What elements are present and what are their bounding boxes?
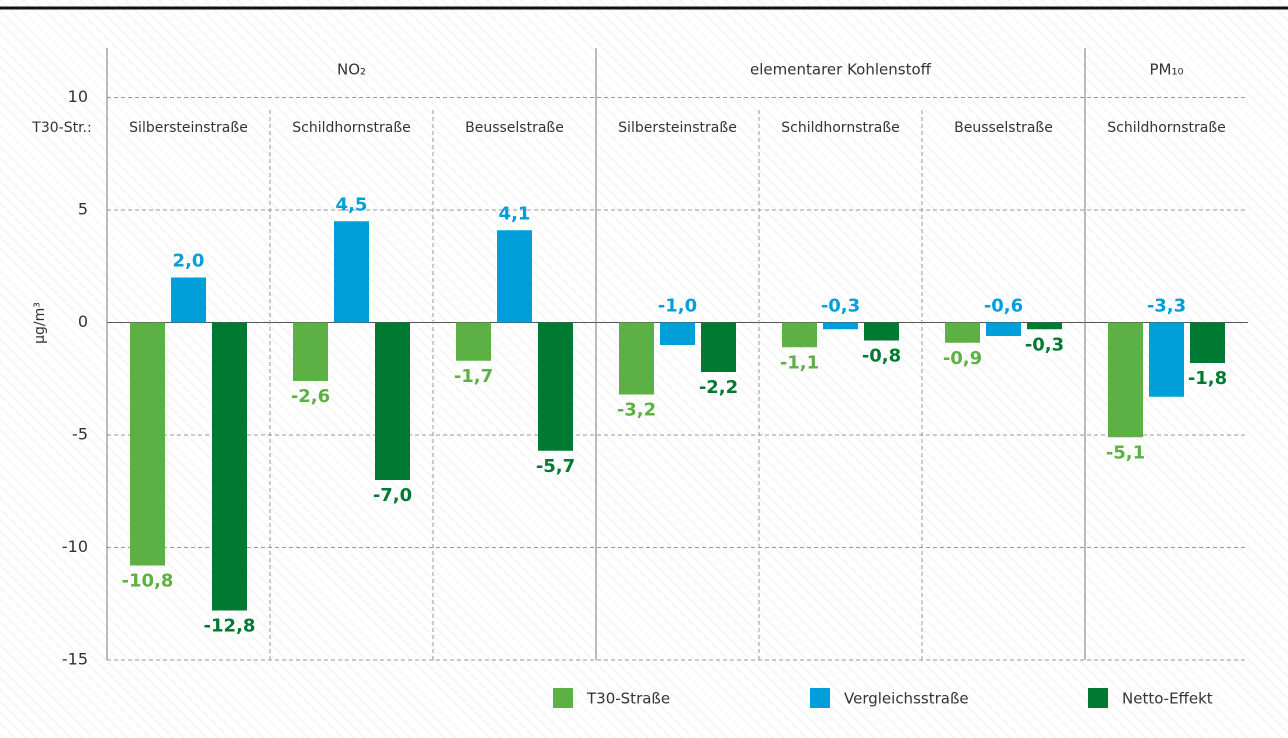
x-tick-label: Schildhornstraße [781,120,900,136]
value-label: -5,7 [536,456,575,477]
x-tick-label: Schildhornstraße [1107,120,1226,136]
value-label: -3,2 [617,400,656,421]
value-label: -0,8 [862,346,901,367]
x-tick-label: Schildhornstraße [292,120,411,136]
bar [538,322,573,451]
value-label: -1,8 [1188,368,1227,389]
value-label: -12,8 [204,616,256,637]
bar [986,322,1021,336]
bar [864,322,899,341]
value-label: -3,3 [1147,296,1186,317]
y-tick-label: -15 [62,650,88,669]
bar [782,322,817,348]
bar [130,322,165,566]
y-tick-label: 0 [78,312,88,331]
value-label: -7,0 [373,485,412,506]
bar [212,322,247,611]
group-label: NO₂ [337,61,366,79]
bar [619,322,654,395]
x-tick-label: Beusselstraße [465,120,564,136]
value-label: -2,6 [291,386,330,407]
value-label: 2,0 [173,251,205,272]
bar [171,277,206,323]
y-axis-label: µg/m³ [32,302,48,344]
bar [334,221,369,323]
bar [701,322,736,372]
bar [497,230,532,323]
category-axis-label: T30-Str.: [31,120,91,136]
bar [293,322,328,381]
x-tick-label: Beusselstraße [954,120,1053,136]
bar [1108,322,1143,438]
value-label: -1,1 [780,352,819,373]
y-tick-label: 10 [68,87,88,106]
bar [660,322,695,345]
value-label: -10,8 [122,571,174,592]
y-tick-label: -5 [72,425,88,444]
bar [823,322,858,330]
bar [456,322,491,361]
x-tick-label: Silbersteinstraße [618,120,737,136]
value-label: -1,0 [658,296,697,317]
value-label: 4,5 [336,194,368,215]
value-label: -0,6 [984,296,1023,317]
bar [1149,322,1184,397]
value-label: -1,7 [454,366,493,387]
value-label: -2,2 [699,377,738,398]
value-label: 4,1 [499,203,531,224]
y-tick-label: -10 [62,537,88,556]
legend-swatch [553,688,573,708]
value-label: -0,3 [821,296,860,317]
legend-swatch [1088,688,1108,708]
bar [1027,322,1062,330]
y-tick-label: 5 [78,200,88,219]
legend-label: Vergleichsstraße [844,690,969,708]
legend-label: T30-Straße [586,690,670,708]
bar [1190,322,1225,363]
bar [375,322,410,480]
bar [945,322,980,343]
value-label: -5,1 [1106,442,1145,463]
value-label: -0,3 [1025,334,1064,355]
legend-label: Netto-Effekt [1122,690,1213,708]
group-label: PM₁₀ [1149,61,1183,79]
group-label: elementarer Kohlenstoff [750,61,932,79]
value-label: -0,9 [943,348,982,369]
x-tick-label: Silbersteinstraße [129,120,248,136]
legend-swatch [810,688,830,708]
